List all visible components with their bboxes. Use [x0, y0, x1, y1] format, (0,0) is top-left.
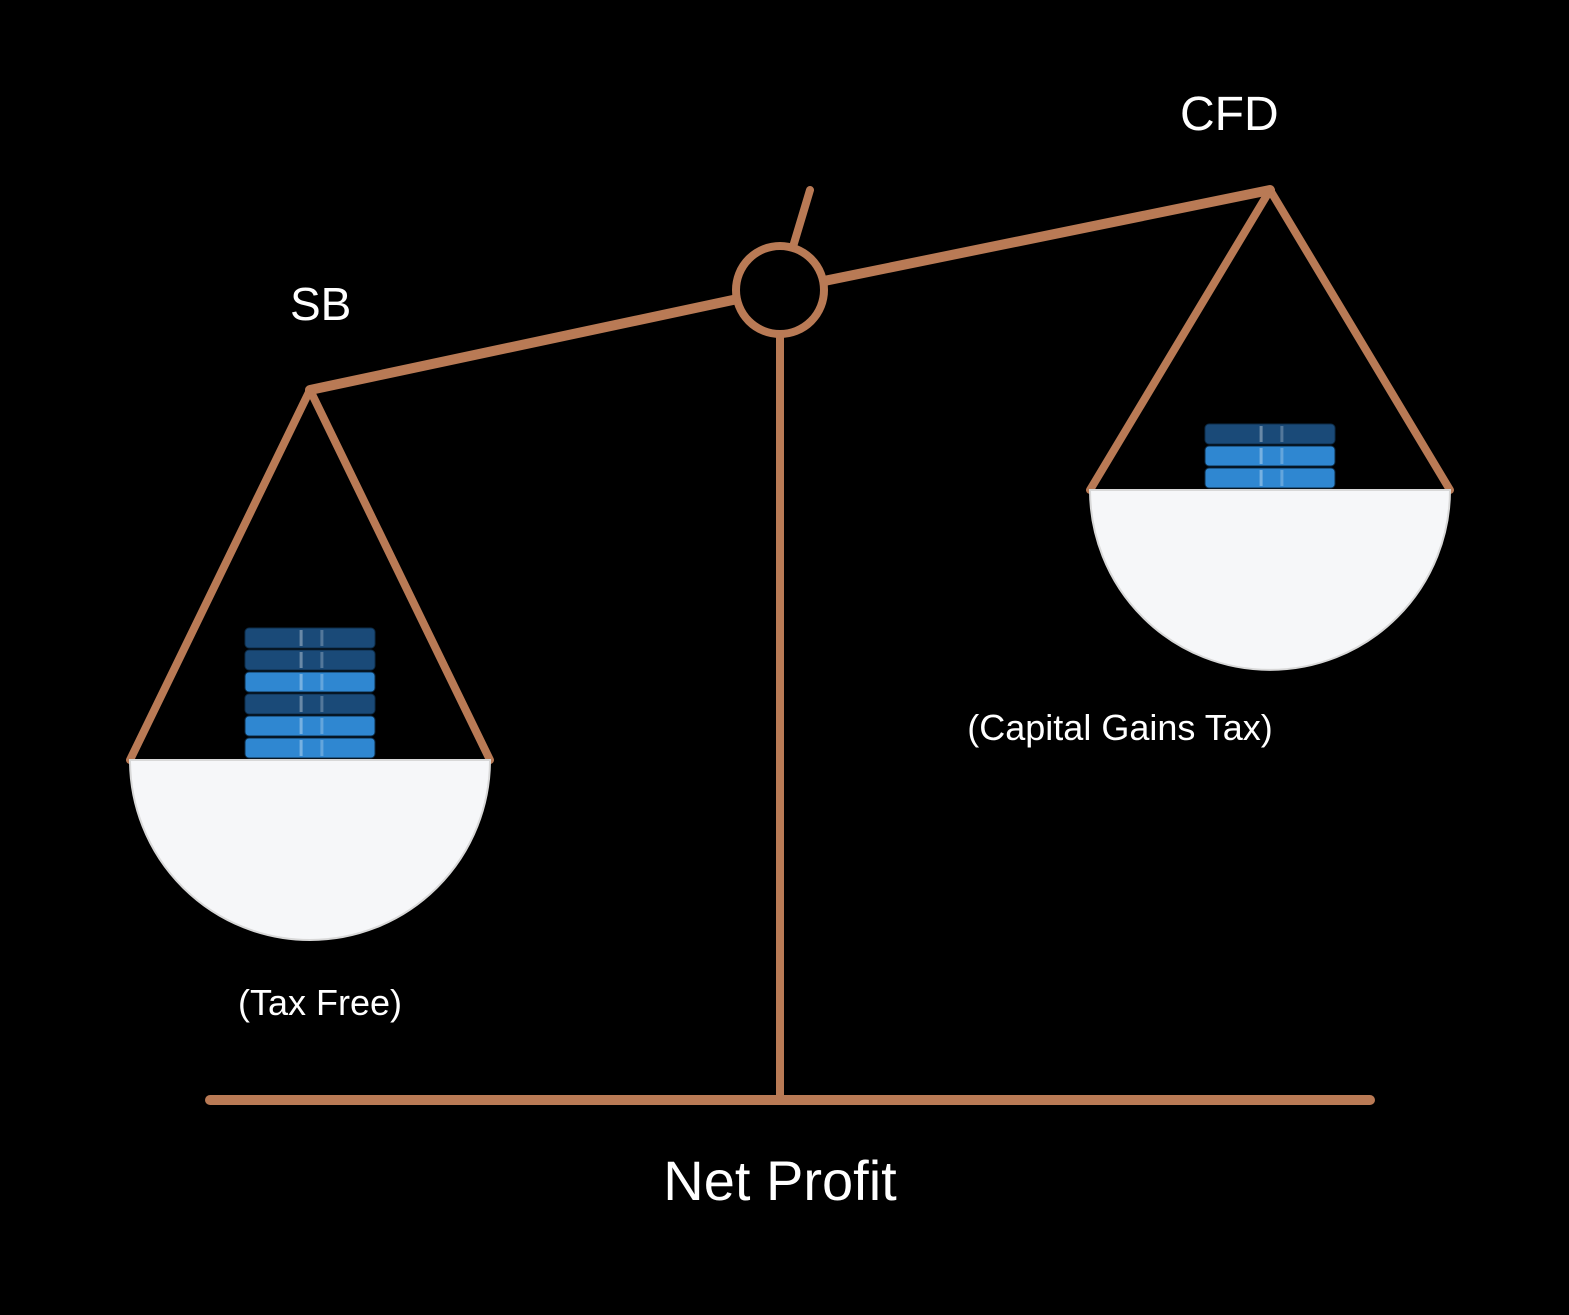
left-coin-highlight: [320, 674, 323, 690]
scale-pivot-circle: [736, 246, 824, 334]
right-coin-highlight: [1280, 448, 1283, 464]
right-coin-highlight: [1280, 426, 1283, 442]
left-coin-highlight: [320, 652, 323, 668]
left-title: SB: [290, 278, 351, 330]
left-caption: (Tax Free): [238, 982, 402, 1023]
left-coin: [245, 628, 375, 648]
left-coin-highlight: [300, 674, 303, 690]
left-coin-highlight: [300, 696, 303, 712]
right-coin-highlight: [1260, 470, 1263, 486]
left-coin-highlight: [320, 718, 323, 734]
right-coin: [1205, 446, 1335, 466]
left-coin-highlight: [300, 740, 303, 756]
left-coin-highlight: [320, 696, 323, 712]
right-coin-highlight: [1260, 448, 1263, 464]
right-coin-highlight: [1280, 470, 1283, 486]
left-coin-highlight: [300, 630, 303, 646]
left-coin-highlight: [320, 630, 323, 646]
right-coin: [1205, 424, 1335, 444]
right-title: CFD: [1180, 88, 1279, 141]
right-coin-highlight: [1260, 426, 1263, 442]
right-coin: [1205, 468, 1335, 488]
left-coin: [245, 694, 375, 714]
left-coin-highlight: [300, 718, 303, 734]
left-coin-highlight: [320, 740, 323, 756]
left-coin: [245, 738, 375, 758]
left-coin: [245, 672, 375, 692]
right-caption: (Capital Gains Tax): [967, 707, 1272, 748]
left-coin: [245, 716, 375, 736]
left-coin-highlight: [300, 652, 303, 668]
bottom-label: Net Profit: [663, 1149, 897, 1212]
left-coin: [245, 650, 375, 670]
